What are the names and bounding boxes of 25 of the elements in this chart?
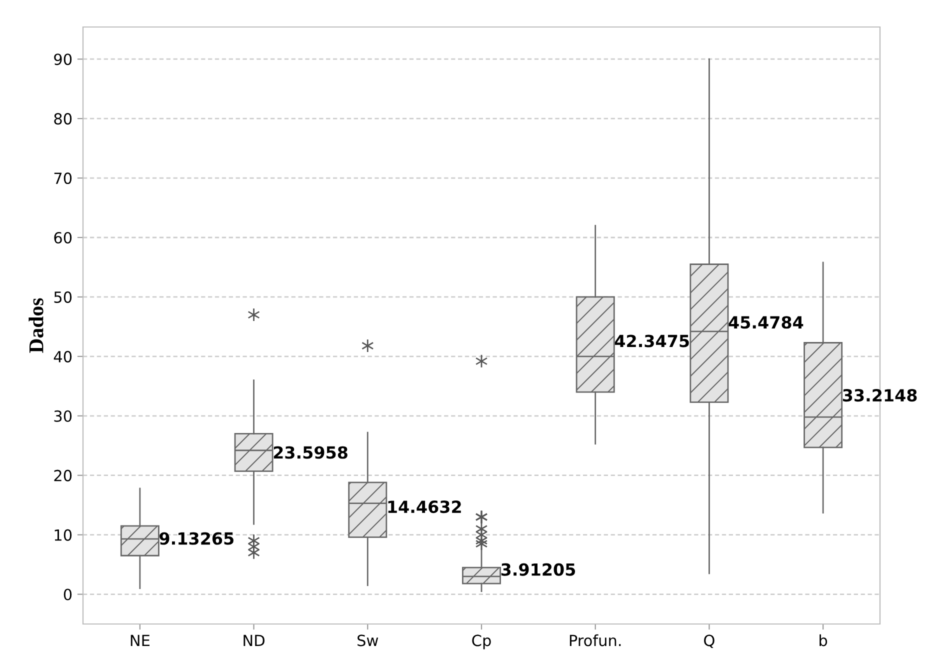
- y-tick-label: 50: [54, 291, 72, 303]
- y-tick-label: 70: [54, 172, 72, 184]
- x-tick-label: ND: [244, 634, 264, 646]
- annotation: 45.4784: [728, 316, 804, 329]
- annotation: 23.5958: [274, 446, 348, 459]
- x-tick-label: b: [820, 634, 828, 646]
- annotation: 33.2148: [842, 388, 917, 402]
- annotation: 3.91205: [501, 563, 576, 576]
- annotation: 9.13265: [160, 532, 234, 545]
- y-tick-label: 80: [54, 113, 72, 125]
- y-tick-label: 30: [54, 410, 72, 422]
- y-tick-label: 20: [54, 470, 72, 482]
- y-tick-label: 0: [64, 588, 72, 600]
- x-tick-label: Q: [704, 634, 714, 648]
- annotation: 42.3475: [614, 334, 689, 348]
- y-tick-label: 40: [54, 350, 72, 362]
- annotation: 14.4632: [388, 500, 461, 514]
- y-tick-label: 90: [54, 54, 72, 66]
- y-axis-title: Dados: [28, 298, 44, 353]
- x-tick-label: NE: [130, 634, 150, 646]
- y-tick-label: 60: [54, 232, 72, 244]
- x-tick-label: Sw: [358, 634, 378, 646]
- x-tick-label: Cp: [472, 634, 491, 650]
- x-tick-label: Profun.: [570, 634, 621, 646]
- y-tick-label: 10: [54, 529, 72, 541]
